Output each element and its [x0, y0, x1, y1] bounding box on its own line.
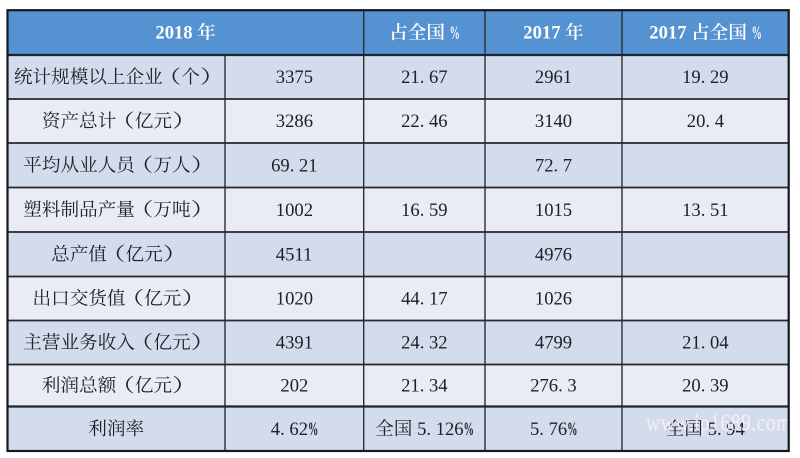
- svg-text:24. 32: 24. 32: [401, 333, 447, 354]
- svg-text:1020: 1020: [276, 289, 313, 310]
- svg-text:69. 21: 69. 21: [271, 155, 317, 176]
- svg-text:4799: 4799: [535, 333, 572, 354]
- svg-text:276. 3: 276. 3: [530, 376, 576, 397]
- svg-text:20. 39: 20. 39: [682, 376, 728, 397]
- svg-text:4511: 4511: [276, 244, 313, 265]
- svg-text:5. 126: 5. 126: [417, 419, 463, 440]
- svg-text:2017: 2017: [523, 23, 560, 44]
- svg-text:3286: 3286: [276, 111, 313, 132]
- svg-text:202: 202: [280, 376, 308, 397]
- svg-text:1015: 1015: [535, 200, 572, 221]
- svg-text:72. 7: 72. 7: [535, 155, 572, 176]
- svg-text:3375: 3375: [276, 67, 313, 88]
- svg-text:5. 94: 5. 94: [708, 419, 745, 440]
- svg-text:21. 67: 21. 67: [401, 67, 447, 88]
- svg-text:44. 17: 44. 17: [401, 289, 447, 310]
- svg-text:1002: 1002: [276, 200, 313, 221]
- svg-text:21. 04: 21. 04: [682, 333, 728, 354]
- svg-text:21. 34: 21. 34: [401, 376, 447, 397]
- svg-text:5. 76: 5. 76: [530, 419, 567, 440]
- svg-text:4. 62: 4. 62: [271, 419, 308, 440]
- svg-text:3140: 3140: [535, 111, 572, 132]
- svg-text:2018: 2018: [155, 23, 192, 44]
- svg-text:20. 4: 20. 4: [687, 111, 724, 132]
- svg-text:22. 46: 22. 46: [401, 111, 447, 132]
- svg-text:19. 29: 19. 29: [682, 67, 728, 88]
- svg-text:16. 59: 16. 59: [401, 200, 447, 221]
- svg-text:13. 51: 13. 51: [682, 200, 728, 221]
- svg-text:www.ip1689.com: www.ip1689.com: [646, 408, 792, 436]
- svg-text:4976: 4976: [535, 244, 572, 265]
- svg-text:2961: 2961: [535, 67, 572, 88]
- svg-text:4391: 4391: [276, 333, 313, 354]
- svg-text:2017: 2017: [649, 23, 686, 44]
- svg-text:1026: 1026: [535, 289, 572, 310]
